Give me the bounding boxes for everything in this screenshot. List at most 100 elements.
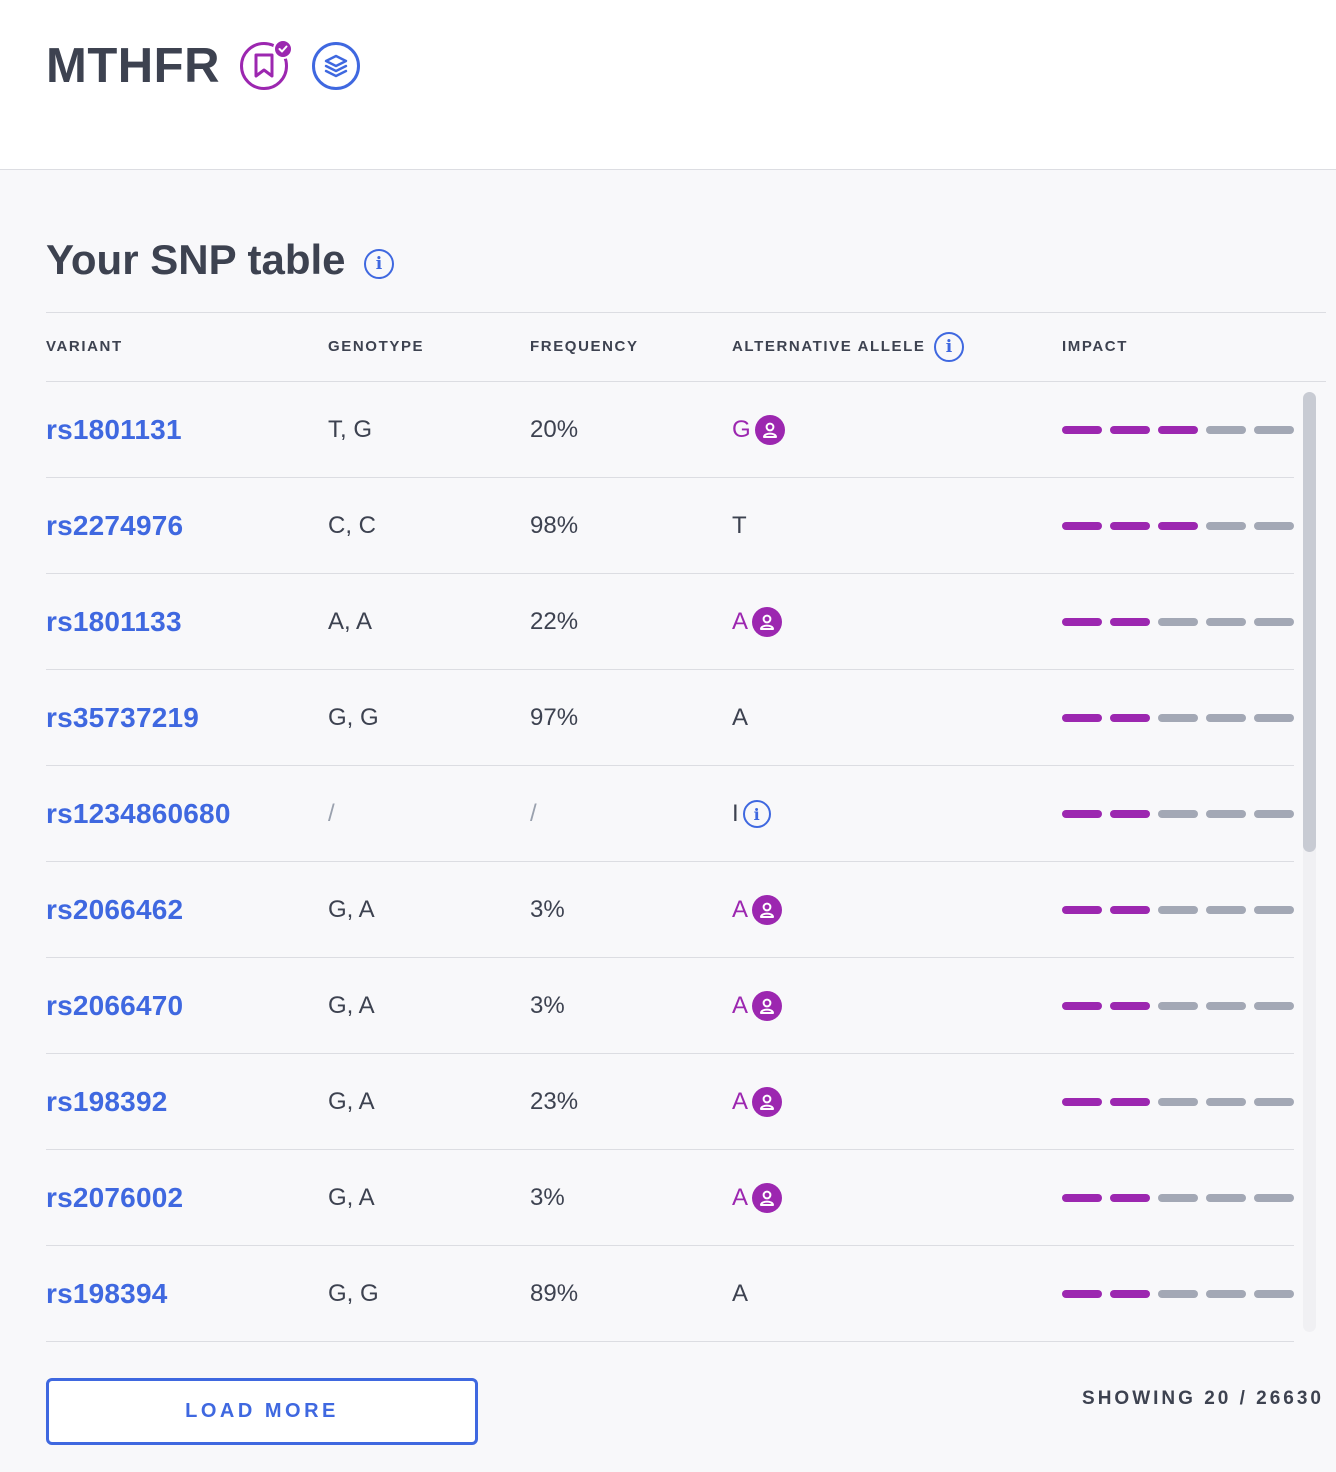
impact-bar — [1110, 1098, 1150, 1106]
frequency-cell-text: / — [530, 800, 537, 827]
alternative-allele-cell-text: A — [732, 992, 749, 1019]
scrollbar-thumb[interactable] — [1303, 392, 1316, 852]
variant-link-text[interactable]: rs1234860680 — [46, 798, 231, 829]
alternative-allele-cell-text: A — [732, 896, 749, 923]
variant-link-text[interactable]: rs2066462 — [46, 894, 184, 925]
header-divider — [46, 381, 1326, 382]
genotype-cell-text: G, A — [328, 896, 375, 923]
frequency-cell-text: 20% — [530, 416, 579, 443]
frequency-cell: 20% — [530, 382, 578, 478]
impact-bar — [1254, 1194, 1294, 1202]
showing-count: SHOWING 20 / 26630 — [1082, 1388, 1324, 1409]
impact-bar — [1062, 1098, 1102, 1106]
impact-bar — [1254, 810, 1294, 818]
variant-link-text[interactable]: rs2274976 — [46, 510, 184, 541]
impact-bar — [1110, 714, 1150, 722]
user-icon — [754, 415, 785, 445]
frequency-cell-text: 3% — [530, 992, 565, 1019]
frequency-cell-text: 22% — [530, 608, 579, 635]
table-row[interactable]: rs1801131 T, G 20% G — [46, 382, 1294, 478]
frequency-cell: / — [530, 766, 537, 862]
info-icon[interactable]: i — [742, 800, 771, 828]
alternative-allele-cell-text: A — [732, 608, 749, 635]
alternative-allele-cell-text: A — [732, 1280, 749, 1307]
variant-link-text[interactable]: rs198392 — [46, 1086, 168, 1117]
variant-link[interactable]: rs2066470 — [46, 958, 183, 1054]
impact-bar — [1110, 810, 1150, 818]
impact-meter — [1062, 574, 1294, 670]
alternative-allele-info-icon[interactable]: i — [934, 332, 964, 362]
gene-header: MTHFR — [0, 0, 1336, 170]
impact-bar — [1206, 714, 1246, 722]
impact-bar — [1206, 1098, 1246, 1106]
variant-link[interactable]: rs1801131 — [46, 382, 182, 478]
impact-bar — [1206, 906, 1246, 914]
frequency-cell: 3% — [530, 1150, 565, 1246]
variant-link-text[interactable]: rs1801131 — [46, 414, 182, 445]
impact-meter — [1062, 1150, 1294, 1246]
table-row[interactable]: rs2076002 G, A 3% A — [46, 1150, 1294, 1246]
table-row[interactable]: rs2274976 C, C 98% T — [46, 478, 1294, 574]
variant-link[interactable]: rs35737219 — [46, 670, 199, 766]
info-icon[interactable]: i — [364, 249, 394, 279]
layers-button[interactable] — [312, 42, 360, 90]
variant-link-text[interactable]: rs198394 — [46, 1278, 168, 1309]
user-icon — [752, 1183, 783, 1213]
frequency-cell: 97% — [530, 670, 578, 766]
table-row[interactable]: rs198392 G, A 23% A — [46, 1054, 1294, 1150]
table-row[interactable]: rs198394 G, G 89% A — [46, 1246, 1294, 1342]
impact-bar — [1062, 1002, 1102, 1010]
alternative-allele-cell: A — [732, 862, 783, 958]
frequency-cell-text: 98% — [530, 512, 579, 539]
column-header-frequency: FREQUENCY — [530, 338, 639, 355]
user-icon — [752, 991, 783, 1021]
variant-link[interactable]: rs2066462 — [46, 862, 183, 958]
bookmark-button[interactable] — [240, 39, 293, 90]
impact-bar — [1254, 522, 1294, 530]
table-row[interactable]: rs2066462 G, A 3% A — [46, 862, 1294, 958]
layers-icon — [324, 54, 348, 78]
variant-link[interactable]: rs1234860680 — [46, 766, 231, 862]
impact-bar — [1062, 1194, 1102, 1202]
frequency-cell: 98% — [530, 478, 578, 574]
check-badge-icon — [273, 39, 293, 59]
column-header-alternative-allele: ALTERNATIVE ALLELE — [732, 338, 926, 355]
variant-link-text[interactable]: rs35737219 — [46, 702, 200, 733]
table-row[interactable]: rs1801133 A, A 22% A — [46, 574, 1294, 670]
impact-bar — [1158, 1290, 1198, 1298]
variant-link[interactable]: rs1801133 — [46, 574, 182, 670]
variant-link[interactable]: rs198392 — [46, 1054, 168, 1150]
alternative-allele-cell-text: A — [732, 704, 749, 731]
alternative-allele-cell-text: A — [732, 1088, 749, 1115]
impact-bar — [1062, 522, 1102, 530]
variant-link-text[interactable]: rs2076002 — [46, 1182, 184, 1213]
load-more-button[interactable]: LOAD MORE — [46, 1378, 478, 1445]
section-title: Your SNP table — [46, 236, 346, 283]
frequency-cell-text: 97% — [530, 704, 579, 731]
variant-link-text[interactable]: rs2066470 — [46, 990, 184, 1021]
variant-link[interactable]: rs2274976 — [46, 478, 183, 574]
impact-bar — [1110, 1194, 1150, 1202]
genotype-cell-text: G, G — [328, 704, 379, 731]
impact-meter — [1062, 766, 1294, 862]
impact-meter — [1062, 1246, 1294, 1342]
genotype-cell: / — [328, 766, 335, 862]
genotype-cell: G, G — [328, 1246, 379, 1342]
variant-link-text[interactable]: rs1801133 — [46, 606, 182, 637]
table-row[interactable]: rs2066470 G, A 3% A — [46, 958, 1294, 1054]
impact-bar — [1110, 906, 1150, 914]
alternative-allele-cell: A — [732, 1246, 748, 1342]
alternative-allele-cell: A — [732, 1150, 783, 1246]
impact-bar — [1062, 1290, 1102, 1298]
impact-bar — [1158, 1098, 1198, 1106]
table-row[interactable]: rs35737219 G, G 97% A — [46, 670, 1294, 766]
genotype-cell: A, A — [328, 574, 372, 670]
impact-bar — [1254, 714, 1294, 722]
genotype-cell: T, G — [328, 382, 372, 478]
variant-link[interactable]: rs2076002 — [46, 1150, 183, 1246]
variant-link[interactable]: rs198394 — [46, 1246, 168, 1342]
impact-bar — [1110, 618, 1150, 626]
